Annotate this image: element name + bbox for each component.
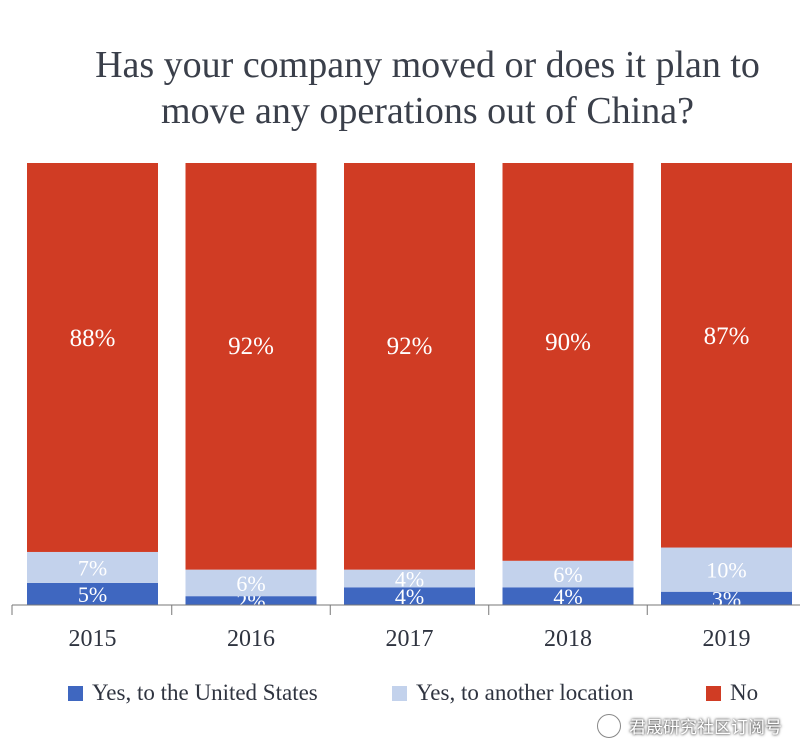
legend-label-united-states: Yes, to the United States: [92, 680, 318, 705]
x-tick-label-2015: 2015: [69, 626, 117, 652]
wechat-icon: [597, 713, 621, 738]
bar-2018-united-states: [502, 587, 634, 605]
legend-item-no: No: [706, 680, 758, 706]
x-tick-label-2018: 2018: [544, 626, 592, 652]
data-label-2018-another-location: 6%: [553, 562, 582, 587]
bar-2019-united-states: [661, 591, 792, 605]
x-tick-label-2019: 2019: [703, 626, 751, 652]
chart-legend: Yes, to the United States Yes, to anothe…: [0, 680, 800, 716]
legend-swatch-another-location: [392, 685, 407, 701]
bar-2016-united-states: [185, 596, 317, 605]
bar-2018-no: [502, 163, 634, 561]
data-label-2016-no: 92%: [228, 333, 274, 360]
legend-swatch-united-states: [68, 685, 83, 701]
bar-2018-another-location: [502, 560, 634, 588]
data-label-2017-another-location: 4%: [395, 566, 424, 591]
data-label-2018-no: 90%: [545, 329, 591, 356]
bar-2019-another-location: [661, 547, 792, 592]
x-tick-label-2016: 2016: [227, 626, 275, 652]
bar-2015-united-states: [27, 582, 158, 605]
data-label-2017-no: 92%: [387, 333, 433, 360]
bar-2015-another-location: [27, 551, 158, 583]
bar-2017-another-location: [344, 569, 475, 588]
bar-2016-no: [185, 163, 317, 570]
data-label-2015-no: 88%: [70, 325, 116, 352]
watermark-text: 君晟研究社区订阅号: [629, 718, 782, 738]
legend-item-another-location: Yes, to another location: [392, 680, 633, 706]
chart-title-line-1: Has your company moved or does it plan t…: [95, 44, 760, 86]
stacked-bar-chart: 5%7%88%20152%6%92%20164%4%92%20174%6%90%…: [11, 163, 800, 652]
watermark: 君晟研究社区订阅号: [597, 713, 782, 738]
data-label-2015-another-location: 7%: [78, 555, 107, 580]
data-label-2015-united-states: 5%: [78, 582, 107, 607]
data-label-2019-another-location: 10%: [706, 558, 746, 583]
legend-item-united-states: Yes, to the United States: [68, 680, 318, 706]
chart-title: Has your company moved or does it plan t…: [0, 42, 800, 134]
legend-label-another-location: Yes, to another location: [416, 680, 634, 705]
bar-2017-united-states: [344, 587, 475, 605]
bar-2019-no: [661, 163, 792, 548]
chart-title-line-2: move any operations out of China?: [161, 90, 694, 132]
bar-2017-no: [344, 163, 475, 570]
legend-swatch-no: [706, 685, 721, 701]
bar-2016-another-location: [185, 569, 317, 597]
legend-label-no: No: [730, 680, 759, 705]
bar-2015-no: [27, 163, 158, 552]
x-tick-label-2017: 2017: [386, 626, 434, 652]
data-label-2016-another-location: 6%: [236, 571, 265, 596]
data-label-2019-no: 87%: [704, 323, 750, 350]
